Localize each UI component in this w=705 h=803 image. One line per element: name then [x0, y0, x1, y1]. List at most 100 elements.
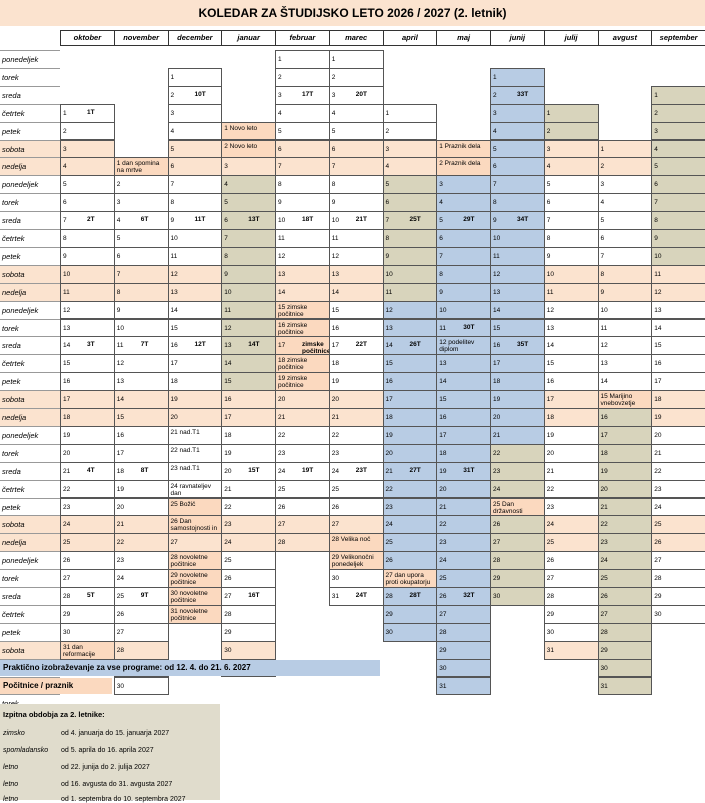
- day-cell: 7: [221, 229, 276, 248]
- exam-periods-panel: Izpitna obdobja za 2. letnike: zimsko od …: [0, 704, 220, 803]
- day-cell: 13: [60, 318, 115, 338]
- day-cell: 24: [382, 515, 438, 535]
- day-cell: 5: [275, 121, 330, 141]
- day-number: 2: [493, 91, 497, 99]
- day-cell: 4: [60, 157, 115, 177]
- day-cell: 26: [543, 551, 599, 571]
- day-cell: 9: [60, 246, 115, 266]
- day-number: 18: [493, 378, 501, 386]
- day-cell: 27: [651, 551, 705, 571]
- day-number: 10: [385, 270, 393, 278]
- day-cell: 14: [328, 282, 384, 302]
- day-number: 3: [170, 109, 175, 117]
- day-number: 8: [63, 235, 67, 242]
- day-cell: 20: [436, 479, 491, 499]
- day-number: 27: [116, 628, 124, 636]
- day-number: 3: [600, 181, 605, 189]
- exam-period-row: zimsko od 4. januarja do 15. januarja 202…: [3, 730, 170, 737]
- week-number: 5T: [87, 592, 95, 599]
- day-number: 6: [63, 199, 67, 207]
- day-number: 4: [493, 127, 497, 135]
- day-number: 7: [600, 252, 605, 260]
- day-cell: 1: [382, 103, 438, 123]
- day-number: 18: [331, 360, 339, 368]
- day-cell: 2 33T: [490, 85, 545, 105]
- day-number: 2: [546, 127, 551, 135]
- day-number: 10: [439, 306, 447, 314]
- day-cell: 11: [382, 282, 438, 302]
- day-number: 6: [331, 145, 336, 153]
- day-cell: 12: [275, 246, 330, 266]
- day-cell: 23: [490, 461, 545, 481]
- weekday-label: nedelja: [0, 408, 60, 426]
- day-cell: 25: [382, 533, 438, 553]
- day-cell: 3: [382, 139, 438, 159]
- day-number: 25: [63, 539, 71, 547]
- day-cell: 21: [113, 515, 169, 535]
- day-cell: 14 26T: [382, 336, 438, 356]
- day-number: 28: [546, 593, 554, 600]
- day-cell: 12 podelitev diplom: [436, 336, 491, 356]
- day-cell: 16: [328, 318, 384, 338]
- day-cell: 11: [651, 264, 705, 284]
- day-cell: 10 18T: [275, 211, 330, 230]
- day-number: 2: [170, 91, 175, 99]
- day-number: 5: [331, 127, 336, 135]
- day-cell: 27: [597, 604, 653, 624]
- day-cell: 24: [597, 551, 653, 571]
- day-number: 15: [546, 360, 554, 368]
- day-cell: 9: [328, 193, 384, 213]
- day-cell: 26: [490, 515, 545, 535]
- day-cell: 14: [221, 354, 276, 374]
- day-cell: 6: [113, 246, 169, 266]
- day-number: 22: [546, 485, 554, 493]
- day-cell: 20: [651, 425, 705, 445]
- week-number: 14T: [248, 341, 260, 349]
- day-cell: 6 13T: [221, 211, 276, 230]
- day-number: 8: [278, 181, 282, 189]
- day-number: 1: [600, 145, 605, 153]
- day-cell: 24: [436, 551, 491, 571]
- day-number: 26: [546, 557, 554, 565]
- day-number: 23: [439, 539, 447, 547]
- day-number: 9: [278, 199, 282, 207]
- day-number: 10: [331, 217, 339, 225]
- day-number: 19: [439, 467, 447, 475]
- day-number: 16: [224, 396, 232, 404]
- day-cell: 30: [113, 676, 169, 696]
- day-number: 24: [331, 467, 339, 475]
- day-number: 1: [331, 56, 336, 63]
- day-number: 1: [278, 56, 282, 63]
- week-number: 23T: [355, 466, 367, 474]
- day-cell: 17: [490, 354, 545, 374]
- day-cell: 2: [597, 157, 653, 177]
- month-header-marec: marec: [328, 30, 384, 46]
- day-number: 2: [116, 181, 121, 189]
- day-cell: 24: [651, 497, 705, 517]
- day-number: 4: [385, 163, 390, 171]
- day-number: 22: [224, 503, 232, 511]
- day-cell: 18: [651, 390, 705, 409]
- day-number: 8: [116, 288, 121, 296]
- day-cell: 12: [597, 336, 653, 356]
- day-number: 25: [439, 575, 447, 583]
- day-number: 21: [493, 431, 501, 439]
- day-number: 27: [63, 575, 71, 583]
- day-number: 11: [278, 235, 285, 242]
- day-number: 16: [116, 431, 124, 439]
- day-number: 30: [546, 628, 554, 636]
- day-cell: 30: [60, 622, 115, 642]
- day-number: 11: [493, 252, 500, 260]
- day-cell: 15 zimske počitnice: [275, 300, 330, 320]
- day-cell: 2: [60, 121, 115, 141]
- day-cell: 7: [651, 193, 705, 213]
- week-number: 35T: [517, 341, 529, 349]
- day-number: 26: [600, 593, 608, 600]
- day-cell: 21: [597, 497, 653, 517]
- day-number: 14: [116, 396, 124, 404]
- day-number: 23: [278, 449, 286, 457]
- day-number: 12: [654, 288, 662, 296]
- day-cell: 9 11T: [167, 211, 223, 230]
- weekday-label: ponedeljek: [0, 425, 60, 444]
- day-cell: 22: [490, 443, 545, 463]
